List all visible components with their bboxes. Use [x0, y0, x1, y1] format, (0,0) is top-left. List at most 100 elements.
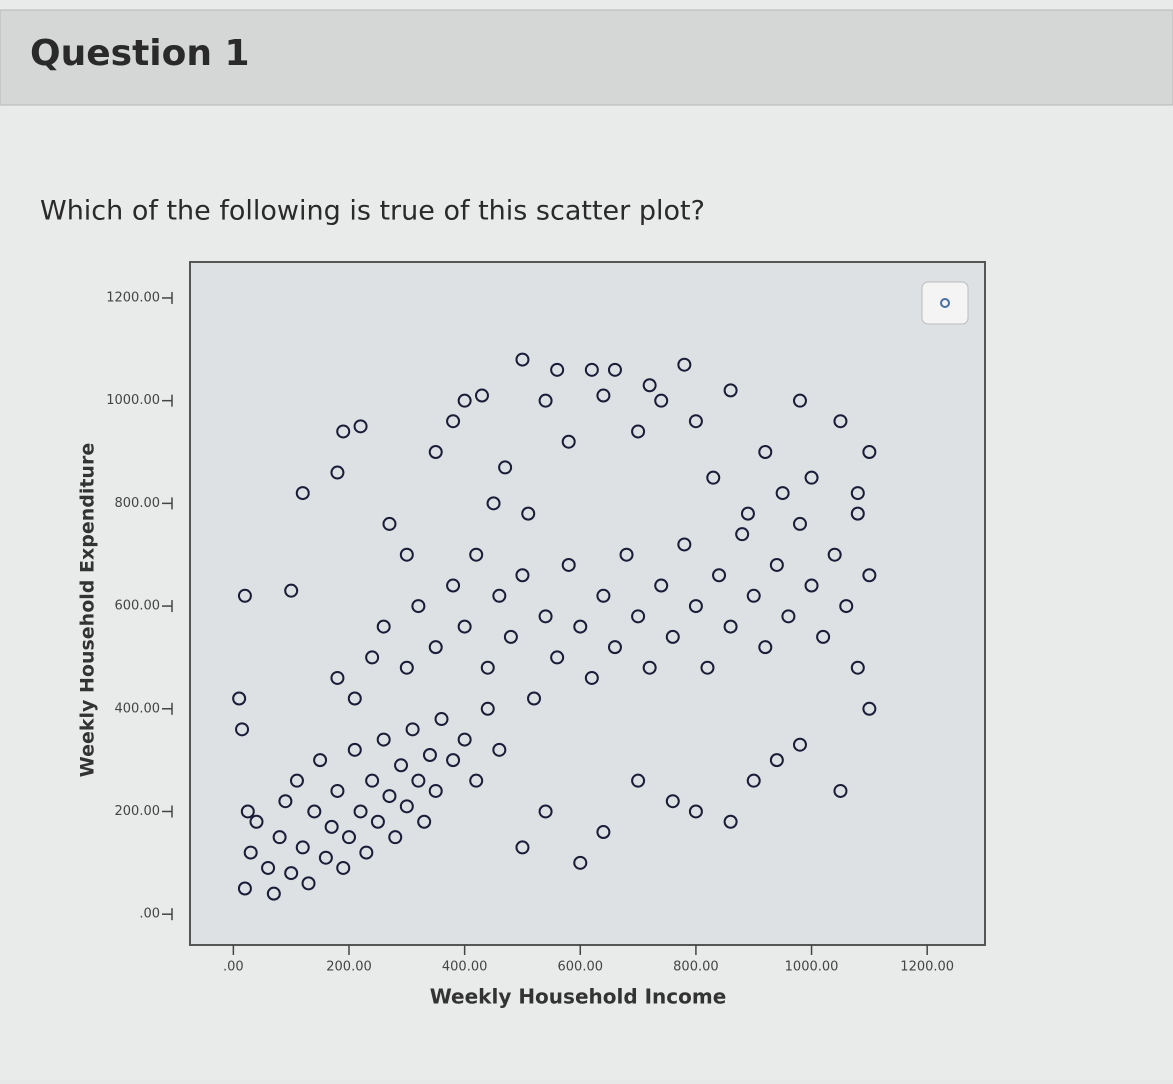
- point: [503, 629, 518, 644]
- point: [521, 506, 536, 521]
- point: [237, 588, 252, 603]
- point: [515, 840, 530, 855]
- y-tick-label: 800.00: [115, 496, 161, 511]
- point: [862, 445, 877, 460]
- point: [243, 845, 258, 860]
- point: [688, 599, 703, 614]
- point: [607, 362, 622, 377]
- point: [272, 830, 287, 845]
- y-tick-label: 1200.00: [106, 290, 160, 305]
- expand-button[interactable]: [921, 281, 969, 325]
- point: [735, 527, 750, 542]
- point: [330, 670, 345, 685]
- point: [295, 840, 310, 855]
- point: [318, 850, 333, 865]
- point: [457, 732, 472, 747]
- x-tick-label: 200.00: [326, 960, 372, 975]
- point: [347, 691, 362, 706]
- point: [428, 445, 443, 460]
- point: [446, 414, 461, 429]
- point: [596, 388, 611, 403]
- point: [399, 660, 414, 675]
- point: [631, 609, 646, 624]
- point: [411, 599, 426, 614]
- point: [428, 640, 443, 655]
- point: [388, 830, 403, 845]
- y-tick-label: 200.00: [115, 804, 161, 819]
- point: [353, 804, 368, 819]
- point: [862, 701, 877, 716]
- point: [665, 629, 680, 644]
- point: [399, 799, 414, 814]
- point: [411, 773, 426, 788]
- point: [284, 866, 299, 881]
- point: [469, 773, 484, 788]
- point: [596, 588, 611, 603]
- point: [792, 737, 807, 752]
- point: [486, 496, 501, 511]
- point: [746, 773, 761, 788]
- point: [284, 583, 299, 598]
- point: [706, 470, 721, 485]
- expand-glyph: [940, 298, 950, 308]
- point: [538, 393, 553, 408]
- point: [688, 804, 703, 819]
- point: [324, 819, 339, 834]
- x-tick-label: 1000.00: [785, 960, 839, 975]
- point: [538, 609, 553, 624]
- x-tick-label: 400.00: [442, 960, 488, 975]
- point: [342, 830, 356, 845]
- point: [804, 470, 819, 485]
- point: [237, 881, 252, 896]
- point: [839, 599, 854, 614]
- point: [446, 753, 461, 768]
- question-text: Which of the following is true of this s…: [40, 196, 705, 227]
- point: [492, 588, 507, 603]
- point: [336, 424, 351, 439]
- point: [781, 609, 796, 624]
- point: [353, 419, 368, 434]
- point: [422, 747, 437, 762]
- point: [405, 722, 420, 737]
- point: [833, 414, 848, 429]
- expand-icon[interactable]: [921, 281, 969, 325]
- point: [723, 383, 738, 398]
- point: [538, 804, 553, 819]
- point: [631, 773, 646, 788]
- point: [492, 742, 507, 757]
- point: [313, 753, 328, 768]
- point: [850, 660, 865, 675]
- header-band: [0, 9, 1173, 106]
- point: [417, 814, 432, 829]
- point: [688, 414, 703, 429]
- point: [365, 650, 380, 665]
- point: [833, 783, 848, 798]
- point: [515, 352, 530, 367]
- point: [619, 547, 634, 562]
- point: [232, 691, 247, 706]
- x-tick-label: 600.00: [558, 960, 604, 975]
- point: [289, 773, 304, 788]
- point: [480, 660, 495, 675]
- y-tick-label: .00: [139, 907, 160, 922]
- point: [816, 629, 831, 644]
- point: [607, 640, 622, 655]
- y-tick-label: 400.00: [115, 701, 161, 716]
- point: [249, 814, 264, 829]
- question-title: Question 1: [30, 33, 250, 74]
- point: [584, 362, 599, 377]
- point: [654, 578, 669, 593]
- point: [330, 465, 345, 480]
- point: [665, 794, 680, 809]
- point: [457, 619, 472, 634]
- point: [394, 758, 409, 773]
- point: [677, 537, 692, 552]
- x-axis-label: Weekly Household Income: [430, 985, 727, 1009]
- point: [278, 794, 293, 809]
- point: [434, 712, 449, 727]
- point: [654, 393, 669, 408]
- point: [712, 568, 727, 583]
- x-tick-label: 1200.00: [900, 960, 954, 975]
- point: [850, 506, 865, 521]
